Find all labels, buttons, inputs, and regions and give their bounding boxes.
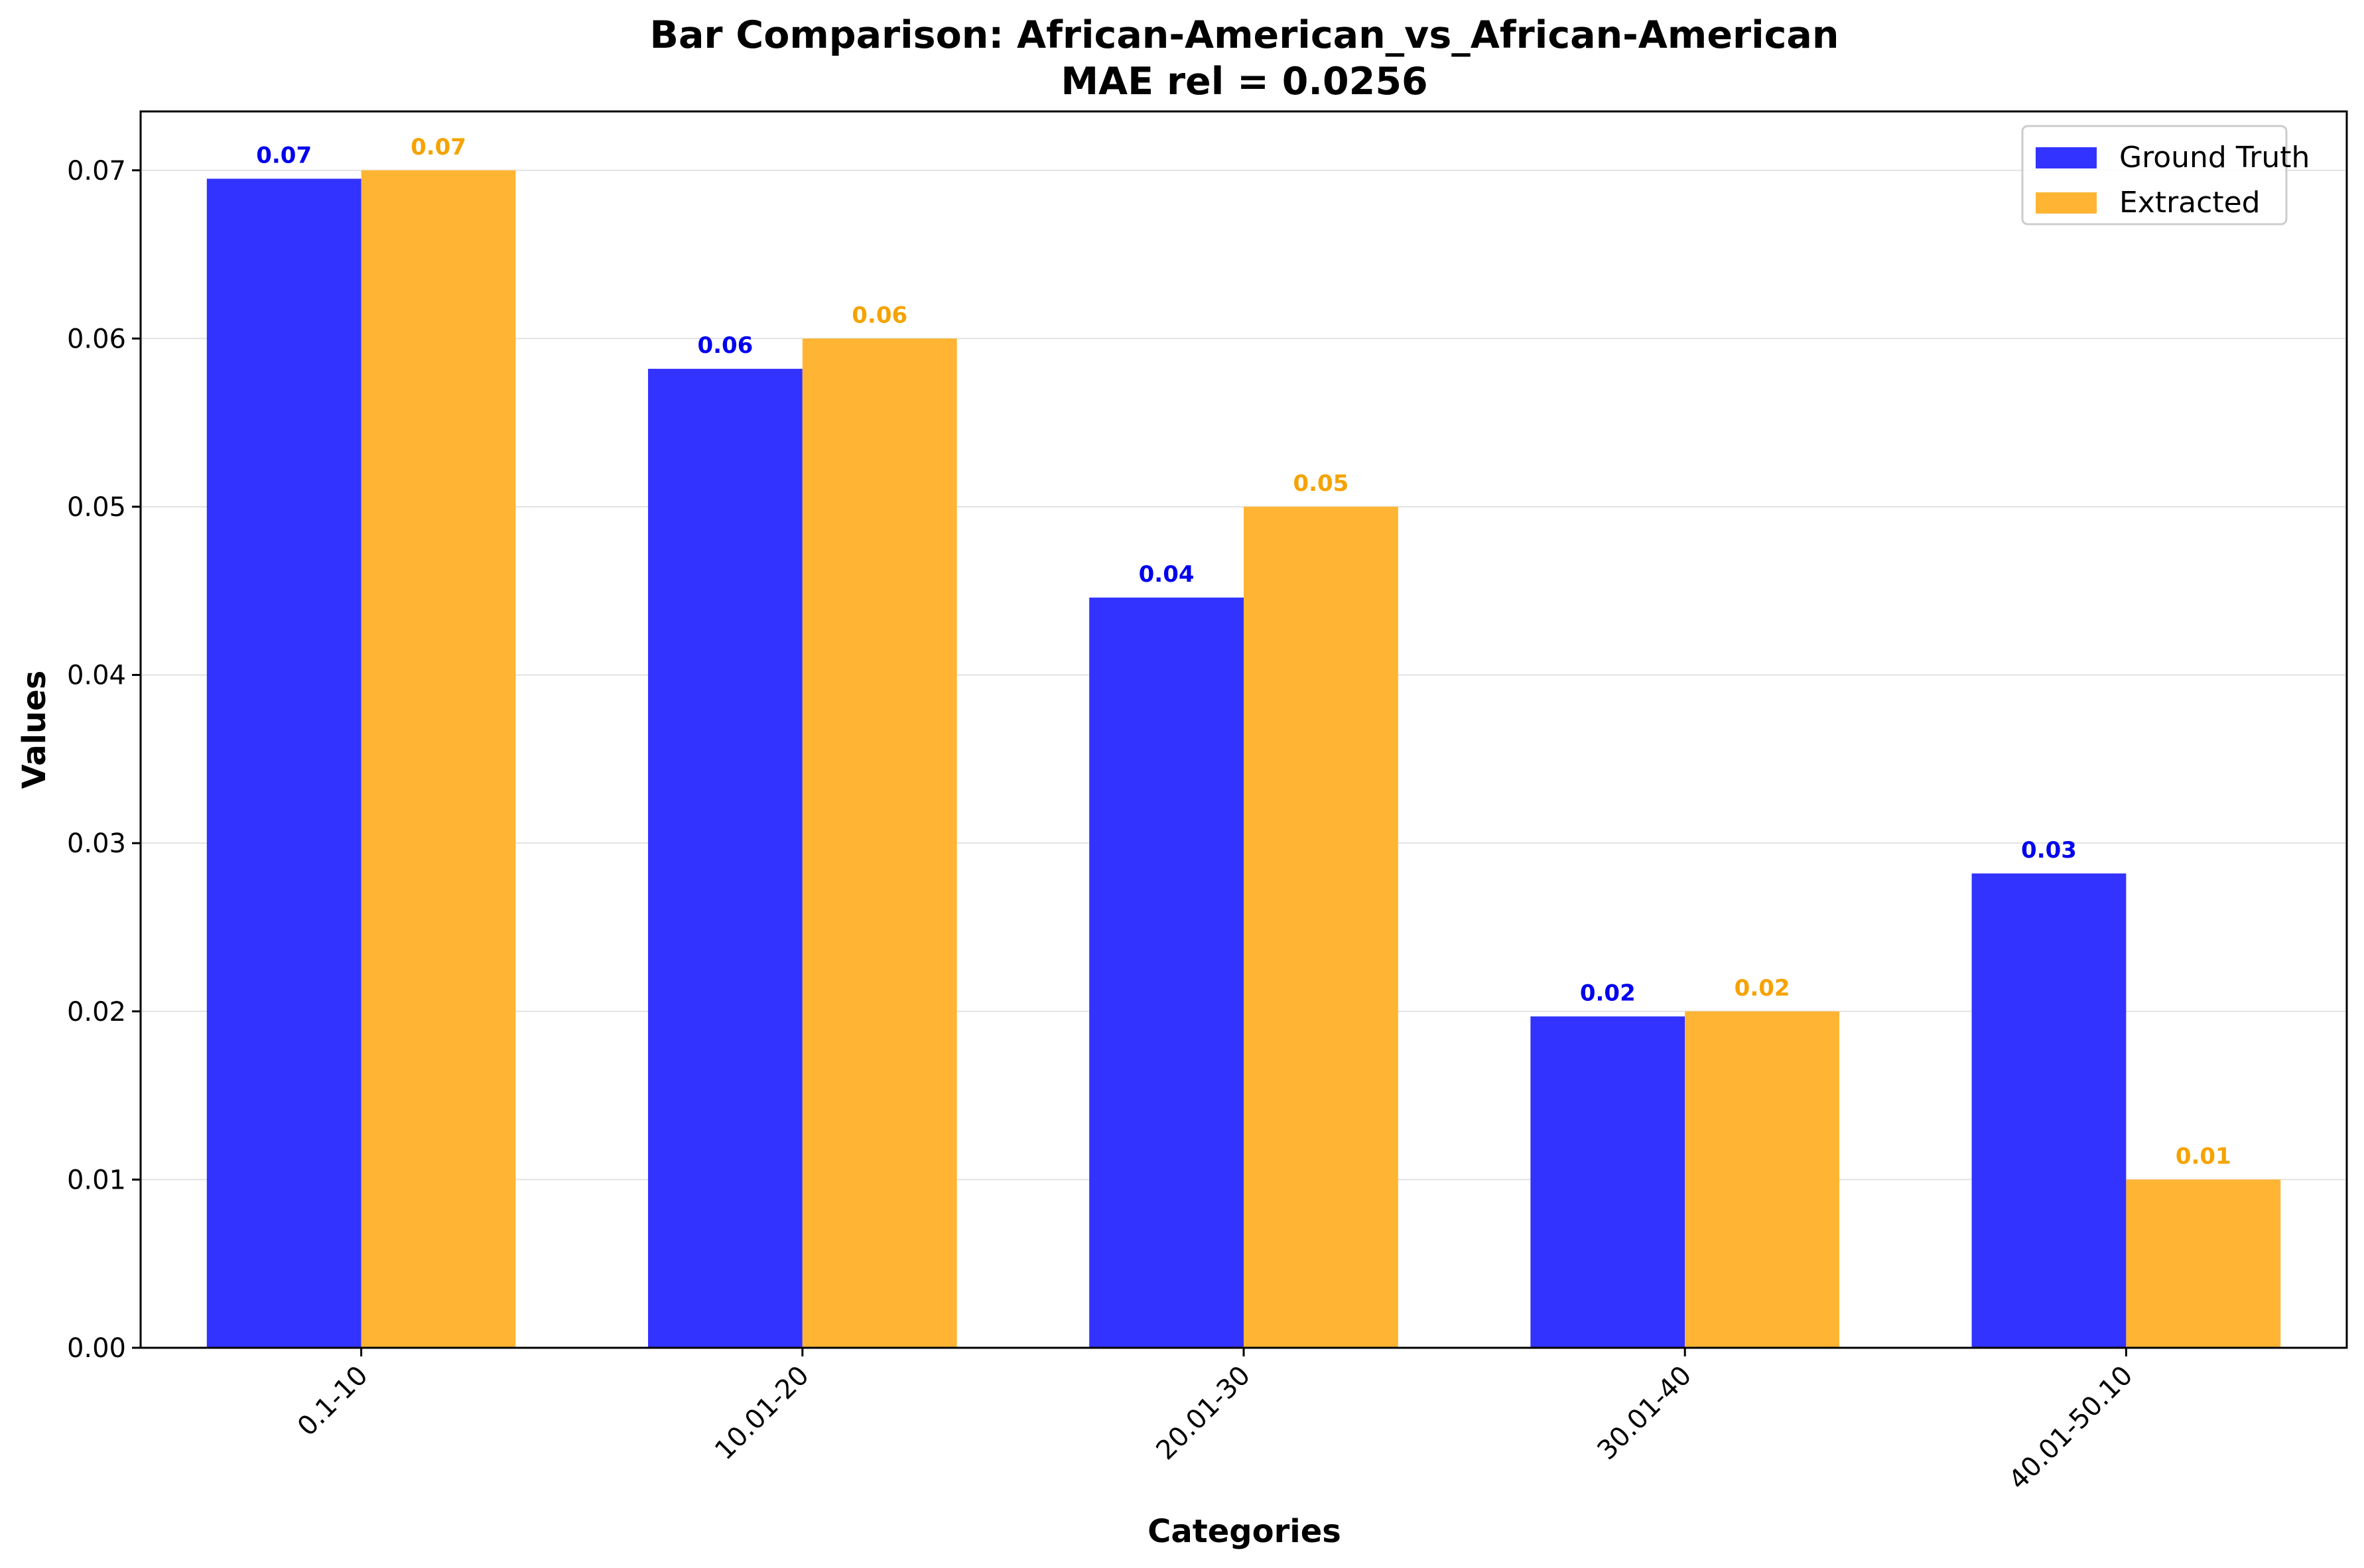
x-axis-label: Categories: [1148, 1513, 1341, 1550]
y-tick-label: 0.06: [67, 324, 126, 354]
data-labels: 0.07 0.06 0.04 0.02 0.03 0.07 0.06 0.05 0.02 0.01: [256, 134, 2231, 1170]
legend-swatch-1: [2036, 192, 2097, 214]
y-tick-label: 0.01: [67, 1165, 126, 1195]
bar-series-0-0: [206, 178, 361, 1348]
bar-series-1-1: [802, 338, 957, 1348]
y-axis: 0.00 0.01 0.02 0.03 0.04 0.05 0.06 0.07: [67, 156, 141, 1364]
data-label-series-1-4: 0.01: [2176, 1143, 2231, 1169]
bar-series-1-4: [2126, 1179, 2281, 1348]
y-tick-label: 0.00: [67, 1333, 126, 1364]
y-tick-label: 0.05: [67, 492, 126, 523]
data-label-series-0-0: 0.07: [256, 142, 312, 168]
bar-series-1-0: [361, 170, 516, 1348]
legend-label-1: Extracted: [2119, 186, 2261, 220]
y-tick-label: 0.04: [67, 661, 126, 691]
legend-swatch-0: [2036, 147, 2097, 168]
legend-label-0: Ground Truth: [2119, 141, 2310, 174]
y-axis-label: Values: [16, 671, 53, 789]
data-label-series-0-2: 0.04: [1139, 561, 1195, 588]
bar-series-1-2: [1244, 506, 1398, 1348]
chart-subtitle: MAE rel = 0.0256: [1061, 60, 1427, 103]
legend: Ground Truth Extracted: [2021, 125, 2310, 226]
bars: [206, 170, 2281, 1348]
data-label-series-0-4: 0.03: [2021, 837, 2077, 864]
data-label-series-1-1: 0.06: [852, 302, 907, 328]
bar-series-0-3: [1530, 1016, 1685, 1348]
data-label-series-1-3: 0.02: [1735, 975, 1790, 1002]
y-tick-label: 0.07: [67, 156, 126, 186]
y-tick-label: 0.02: [67, 997, 126, 1027]
chart-title: Bar Comparison: African-American_vs_Afri…: [650, 13, 1839, 57]
data-label-series-0-3: 0.02: [1580, 980, 1636, 1006]
bar-series-0-4: [1971, 873, 2127, 1348]
y-tick-label: 0.03: [67, 828, 126, 859]
bar-series-1-3: [1685, 1011, 1840, 1348]
data-label-series-0-1: 0.06: [697, 332, 753, 359]
bar-series-0-1: [647, 369, 803, 1348]
data-label-series-1-2: 0.05: [1293, 470, 1348, 497]
bar-series-0-2: [1089, 597, 1244, 1348]
data-label-series-1-0: 0.07: [411, 134, 466, 161]
